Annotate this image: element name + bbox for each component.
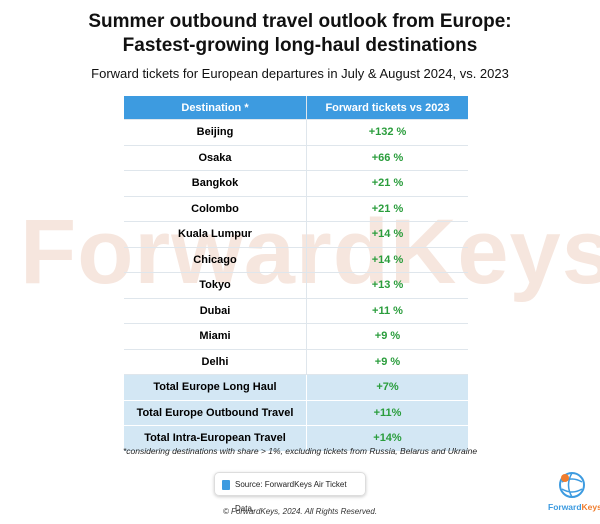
subtitle: Forward tickets for European departures …	[91, 66, 509, 81]
destination-cell: Tokyo	[124, 272, 307, 299]
destination-cell: Osaka	[124, 145, 307, 171]
destination-cell: Colombo	[124, 196, 307, 222]
row: Kuala Lumpur +14 %	[124, 221, 468, 248]
destination-cell: Kuala Lumpur	[124, 221, 307, 248]
change-cell: +11%	[306, 400, 468, 426]
logo-icon	[559, 472, 585, 498]
row: Beijing +132 %	[124, 119, 468, 146]
row: Delhi +9 %	[124, 349, 468, 375]
change-cell: +14 %	[306, 221, 468, 248]
change-cell: +9 %	[306, 349, 468, 375]
destination-cell: Dubai	[124, 298, 307, 324]
change-cell: +14%	[306, 425, 468, 452]
change-cell: +14 %	[306, 247, 468, 273]
header-row: Destination * Forward tickets vs 2023	[124, 96, 468, 120]
change-cell: +132 %	[306, 119, 468, 146]
title-line: Fastest-growing long-haul destinations	[122, 35, 478, 56]
column-header: Destination *	[124, 96, 307, 120]
total-row: Total Europe Outbound Travel +11%	[124, 400, 468, 426]
row: Miami +9 %	[124, 323, 468, 350]
change-cell: +66 %	[306, 145, 468, 171]
row: Dubai +11 %	[124, 298, 468, 324]
table: Destination * Forward tickets vs 2023 Be…	[124, 96, 468, 452]
total-row: Total Intra-European Travel +14%	[124, 425, 468, 452]
source-box: Source: ForwardKeys Air Ticket Data.	[214, 472, 366, 513]
column-header: Forward tickets vs 2023	[306, 96, 468, 120]
destination-cell: Miami	[124, 323, 307, 350]
row: Colombo +21 %	[124, 196, 468, 222]
change-cell: +21 %	[306, 170, 468, 197]
destination-cell: Total Europe Long Haul	[124, 374, 307, 401]
logo-text: Forward	[548, 502, 582, 512]
footnote: *considering destinations with share > 1…	[122, 446, 478, 456]
destination-cell: Bangkok	[124, 170, 307, 197]
logo: ForwardKeys	[548, 470, 600, 512]
source: Source: ForwardKeys Air Ticket Data.	[235, 480, 347, 513]
change-cell: +7%	[306, 374, 468, 401]
logo-text: Keys	[581, 502, 600, 512]
destination-cell: Chicago	[124, 247, 307, 273]
copyright: © ForwardKeys, 2024. All Rights Reserved…	[222, 507, 378, 516]
row: Osaka +66 %	[124, 145, 468, 171]
destination-cell: Total Europe Outbound Travel	[124, 400, 307, 426]
destination-cell: Total Intra-European Travel	[124, 425, 307, 452]
total-row: Total Europe Long Haul +7%	[124, 374, 468, 401]
row: Tokyo +13 %	[124, 272, 468, 299]
change-cell: +21 %	[306, 196, 468, 222]
change-cell: +13 %	[306, 272, 468, 299]
title: Summer outbound travel outlook from Euro…	[0, 10, 600, 58]
row: Bangkok +21 %	[124, 170, 468, 197]
change-cell: +9 %	[306, 323, 468, 350]
row: Chicago +14 %	[124, 247, 468, 273]
destination-cell: Delhi	[124, 349, 307, 375]
title-line: Summer outbound travel outlook from Euro…	[88, 11, 512, 32]
destination-cell: Beijing	[124, 119, 307, 146]
change-cell: +11 %	[306, 298, 468, 324]
table-body: Beijing +132 % Osaka +66 % Bangkok +21 % Colom…	[124, 119, 468, 452]
